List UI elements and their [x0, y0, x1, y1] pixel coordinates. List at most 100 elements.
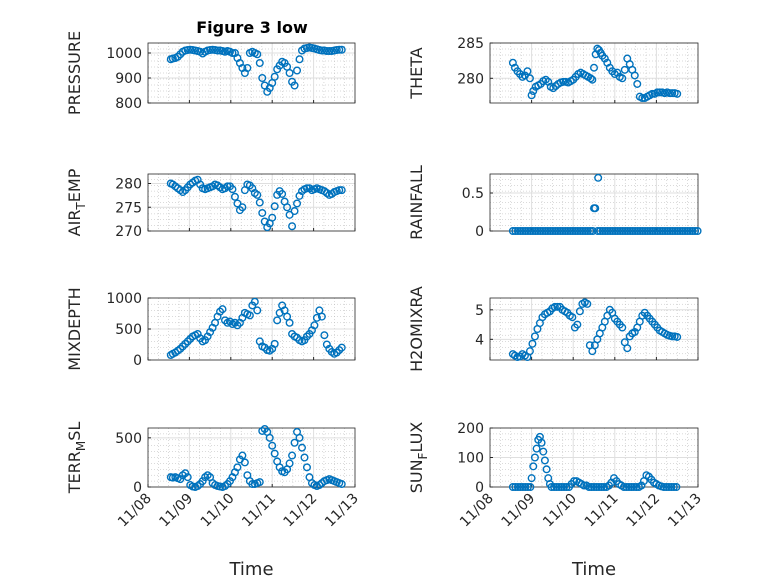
data-point — [620, 65, 629, 74]
data-point — [623, 344, 632, 353]
data-point — [225, 317, 234, 326]
data-point — [290, 438, 299, 447]
data-point — [667, 483, 676, 492]
data-point — [250, 297, 259, 306]
data-point — [616, 226, 625, 235]
data-point — [527, 474, 536, 483]
y-axis-label: PRESSURE — [65, 31, 84, 115]
data-point — [573, 226, 582, 235]
data-point — [587, 483, 596, 492]
data-point — [542, 465, 551, 474]
data-point — [183, 473, 192, 482]
data-point — [585, 483, 594, 492]
data-point — [529, 462, 538, 471]
data-point — [290, 81, 299, 90]
data-point — [523, 67, 532, 76]
data-point — [590, 63, 599, 72]
data-point — [608, 226, 617, 235]
y-axis-label-text: H2OMIXRA — [407, 286, 426, 372]
data-point — [641, 226, 650, 235]
data-point — [598, 226, 607, 235]
subplot-theta: 280 285 THETA — [407, 36, 699, 104]
data-point — [302, 184, 311, 193]
data-point — [518, 226, 527, 235]
data-point — [332, 348, 341, 357]
data-point — [295, 55, 304, 64]
data-point — [312, 313, 321, 322]
data-point — [176, 475, 185, 484]
data-point — [268, 441, 277, 450]
data-point — [686, 226, 695, 235]
data-point — [548, 226, 557, 235]
data-point — [283, 203, 292, 212]
x-axis-label: Time — [571, 559, 616, 580]
data-point — [693, 226, 702, 235]
y-tick-label: 1000 — [106, 291, 142, 307]
data-point — [593, 226, 602, 235]
data-point — [528, 226, 537, 235]
data-point — [521, 226, 530, 235]
data-point — [588, 226, 597, 235]
data-point — [613, 226, 622, 235]
y-tick-label: 270 — [115, 224, 142, 240]
data-point — [603, 226, 612, 235]
data-point — [183, 337, 192, 346]
y-tick-label: 0.5 — [462, 186, 484, 202]
data-point — [228, 185, 237, 194]
data-point — [555, 483, 564, 492]
data-point — [335, 346, 344, 355]
data-point — [285, 68, 294, 77]
data-point — [638, 94, 647, 103]
data-point — [629, 483, 638, 492]
data-point — [591, 204, 600, 213]
data-point — [621, 226, 630, 235]
data-point — [636, 226, 645, 235]
data-point — [270, 339, 279, 348]
data-point — [186, 334, 195, 343]
data-point — [527, 91, 536, 100]
x-tick-label: 11/08 — [457, 491, 497, 531]
y-axis-label: RAINFALL — [407, 165, 426, 240]
data-point — [581, 226, 590, 235]
data-point — [594, 483, 603, 492]
data-point — [676, 226, 685, 235]
data-point — [335, 45, 344, 54]
data-point — [513, 226, 522, 235]
data-point — [568, 226, 577, 235]
data-point — [508, 226, 517, 235]
y-axis-label: TERRMSL — [65, 422, 88, 495]
subplot-air-temp: 270 275 280 AIRTEMP — [65, 168, 356, 240]
x-tick-label: 11/11 — [582, 491, 622, 531]
data-point — [275, 463, 284, 472]
data-point — [571, 226, 580, 235]
x-tick-label: 11/09 — [156, 491, 196, 531]
data-point — [672, 483, 681, 492]
data-point — [606, 226, 615, 235]
data-point — [265, 433, 274, 442]
subplot-pressure: 800 900 1000 PRESSURE — [65, 31, 356, 115]
data-point — [317, 46, 326, 55]
data-point — [558, 226, 567, 235]
data-point — [238, 203, 247, 212]
data-point — [596, 226, 605, 235]
data-point — [631, 226, 640, 235]
data-point — [618, 323, 627, 332]
data-point — [547, 483, 556, 492]
data-point — [213, 46, 222, 55]
data-point — [253, 190, 262, 199]
y-axis-label: H2OMIXRA — [407, 286, 426, 372]
data-point — [653, 226, 662, 235]
x-tick-label: 11/08 — [115, 491, 155, 531]
data-point — [230, 318, 239, 327]
data-point — [537, 438, 546, 447]
data-point — [181, 469, 190, 478]
data-point — [288, 451, 297, 460]
data-point — [662, 483, 671, 492]
data-point — [302, 463, 311, 472]
subplot-terr-msl: 0 500 11/08 11/09 11/10 11/11 11/12 11/13 Time TE… — [65, 422, 362, 580]
data-point — [673, 226, 682, 235]
y-axis-label-text: LUX — [407, 422, 426, 453]
data-point — [673, 89, 682, 98]
data-point — [632, 483, 641, 492]
